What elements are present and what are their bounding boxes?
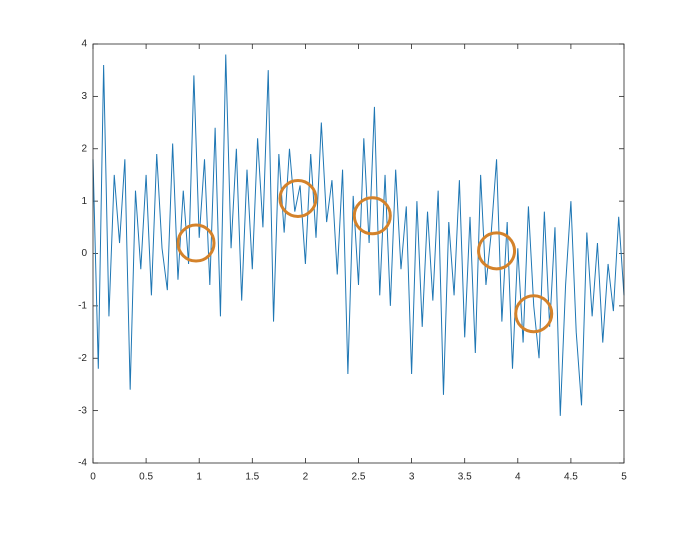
y-tick-label: 1 (81, 196, 87, 207)
y-tick-label: -1 (78, 301, 87, 312)
y-tick-label: 3 (81, 91, 87, 102)
y-tick-label: 4 (81, 39, 87, 50)
x-tick-label: 3.5 (458, 472, 472, 483)
y-tick-label: -3 (78, 405, 87, 416)
y-tick-label: -4 (78, 458, 87, 469)
x-tick-label: 3 (409, 472, 415, 483)
y-tick-label: 2 (81, 143, 87, 154)
plot-frame (92, 43, 625, 464)
x-tick-label: 2 (303, 472, 309, 483)
x-tick-label: 4.5 (564, 472, 578, 483)
highlight-circle (352, 196, 392, 236)
x-tick-label: 2.5 (352, 472, 366, 483)
highlight-circle (514, 294, 554, 334)
y-tick-label: 0 (81, 248, 87, 259)
highlight-circle (278, 179, 318, 219)
highlight-circle (477, 231, 517, 271)
x-tick-label: 5 (621, 472, 627, 483)
x-tick-label: 1 (196, 472, 202, 483)
x-tick-label: 1.5 (245, 472, 259, 483)
y-tick-label: -2 (78, 353, 87, 364)
x-tick-label: 0.5 (139, 472, 153, 483)
x-tick-label: 4 (515, 472, 521, 483)
highlight-circle (176, 223, 216, 263)
x-tick-label: 0 (90, 472, 96, 483)
line (92, 54, 625, 416)
